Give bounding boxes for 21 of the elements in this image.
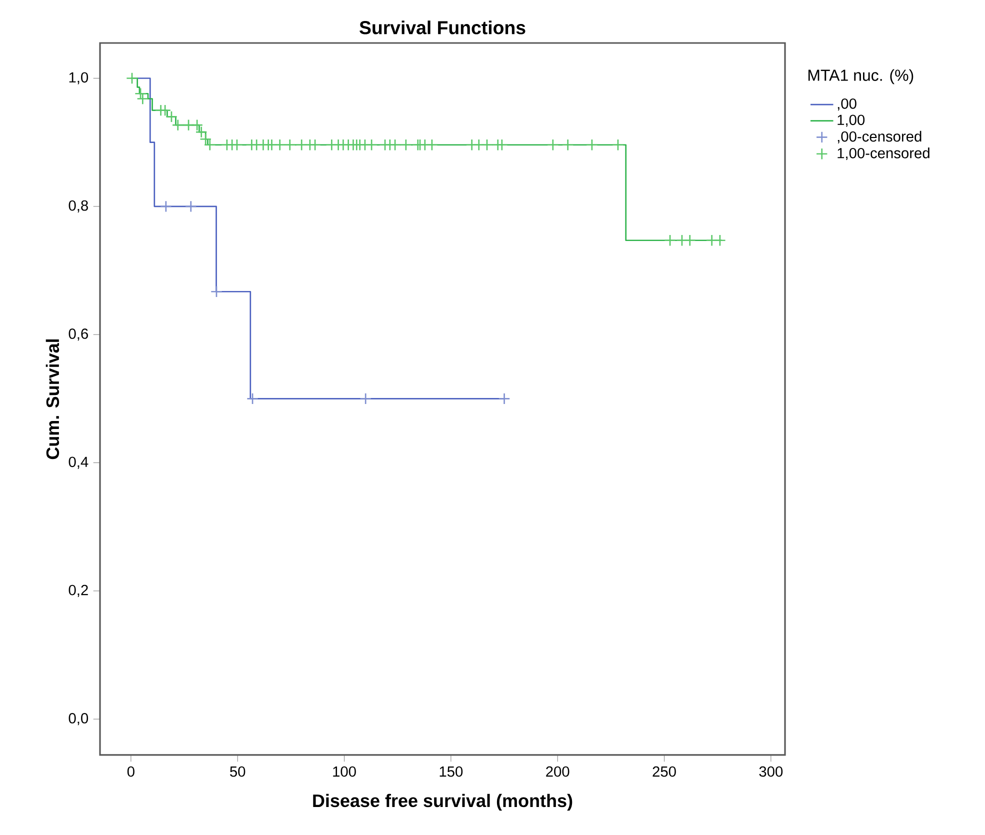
legend-label: 1,00	[838, 114, 865, 127]
x-tick-label: 100	[333, 766, 356, 777]
y-tick-label: 1,0	[69, 72, 88, 84]
x-tick-label: 150	[440, 766, 463, 777]
x-tick-label: 300	[759, 766, 783, 777]
x-tick-label: 0	[127, 766, 134, 777]
x-tick-label: 200	[546, 766, 570, 777]
y-tick-label: 0,6	[68, 328, 88, 341]
x-axis-title: Disease free survival (months)	[313, 794, 572, 811]
x-tick-label: 250	[652, 766, 676, 777]
y-tick-label: 0,4	[68, 456, 88, 469]
y-tick-label: 0,0	[68, 713, 88, 726]
legend-label: ,00-censored	[838, 130, 922, 144]
y-tick-label: 0,8	[68, 200, 88, 212]
y-axis-title: Cum. Survival	[46, 339, 60, 460]
x-tick-label: 50	[230, 766, 246, 777]
y-tick-label: 0,2	[68, 584, 88, 597]
legend-label: 1,00-censored	[838, 148, 930, 160]
legend-title: MTA1 nuc. (%)	[808, 69, 914, 84]
chart-title: Survival Functions	[360, 20, 526, 34]
legend-label: ,00	[838, 98, 856, 111]
